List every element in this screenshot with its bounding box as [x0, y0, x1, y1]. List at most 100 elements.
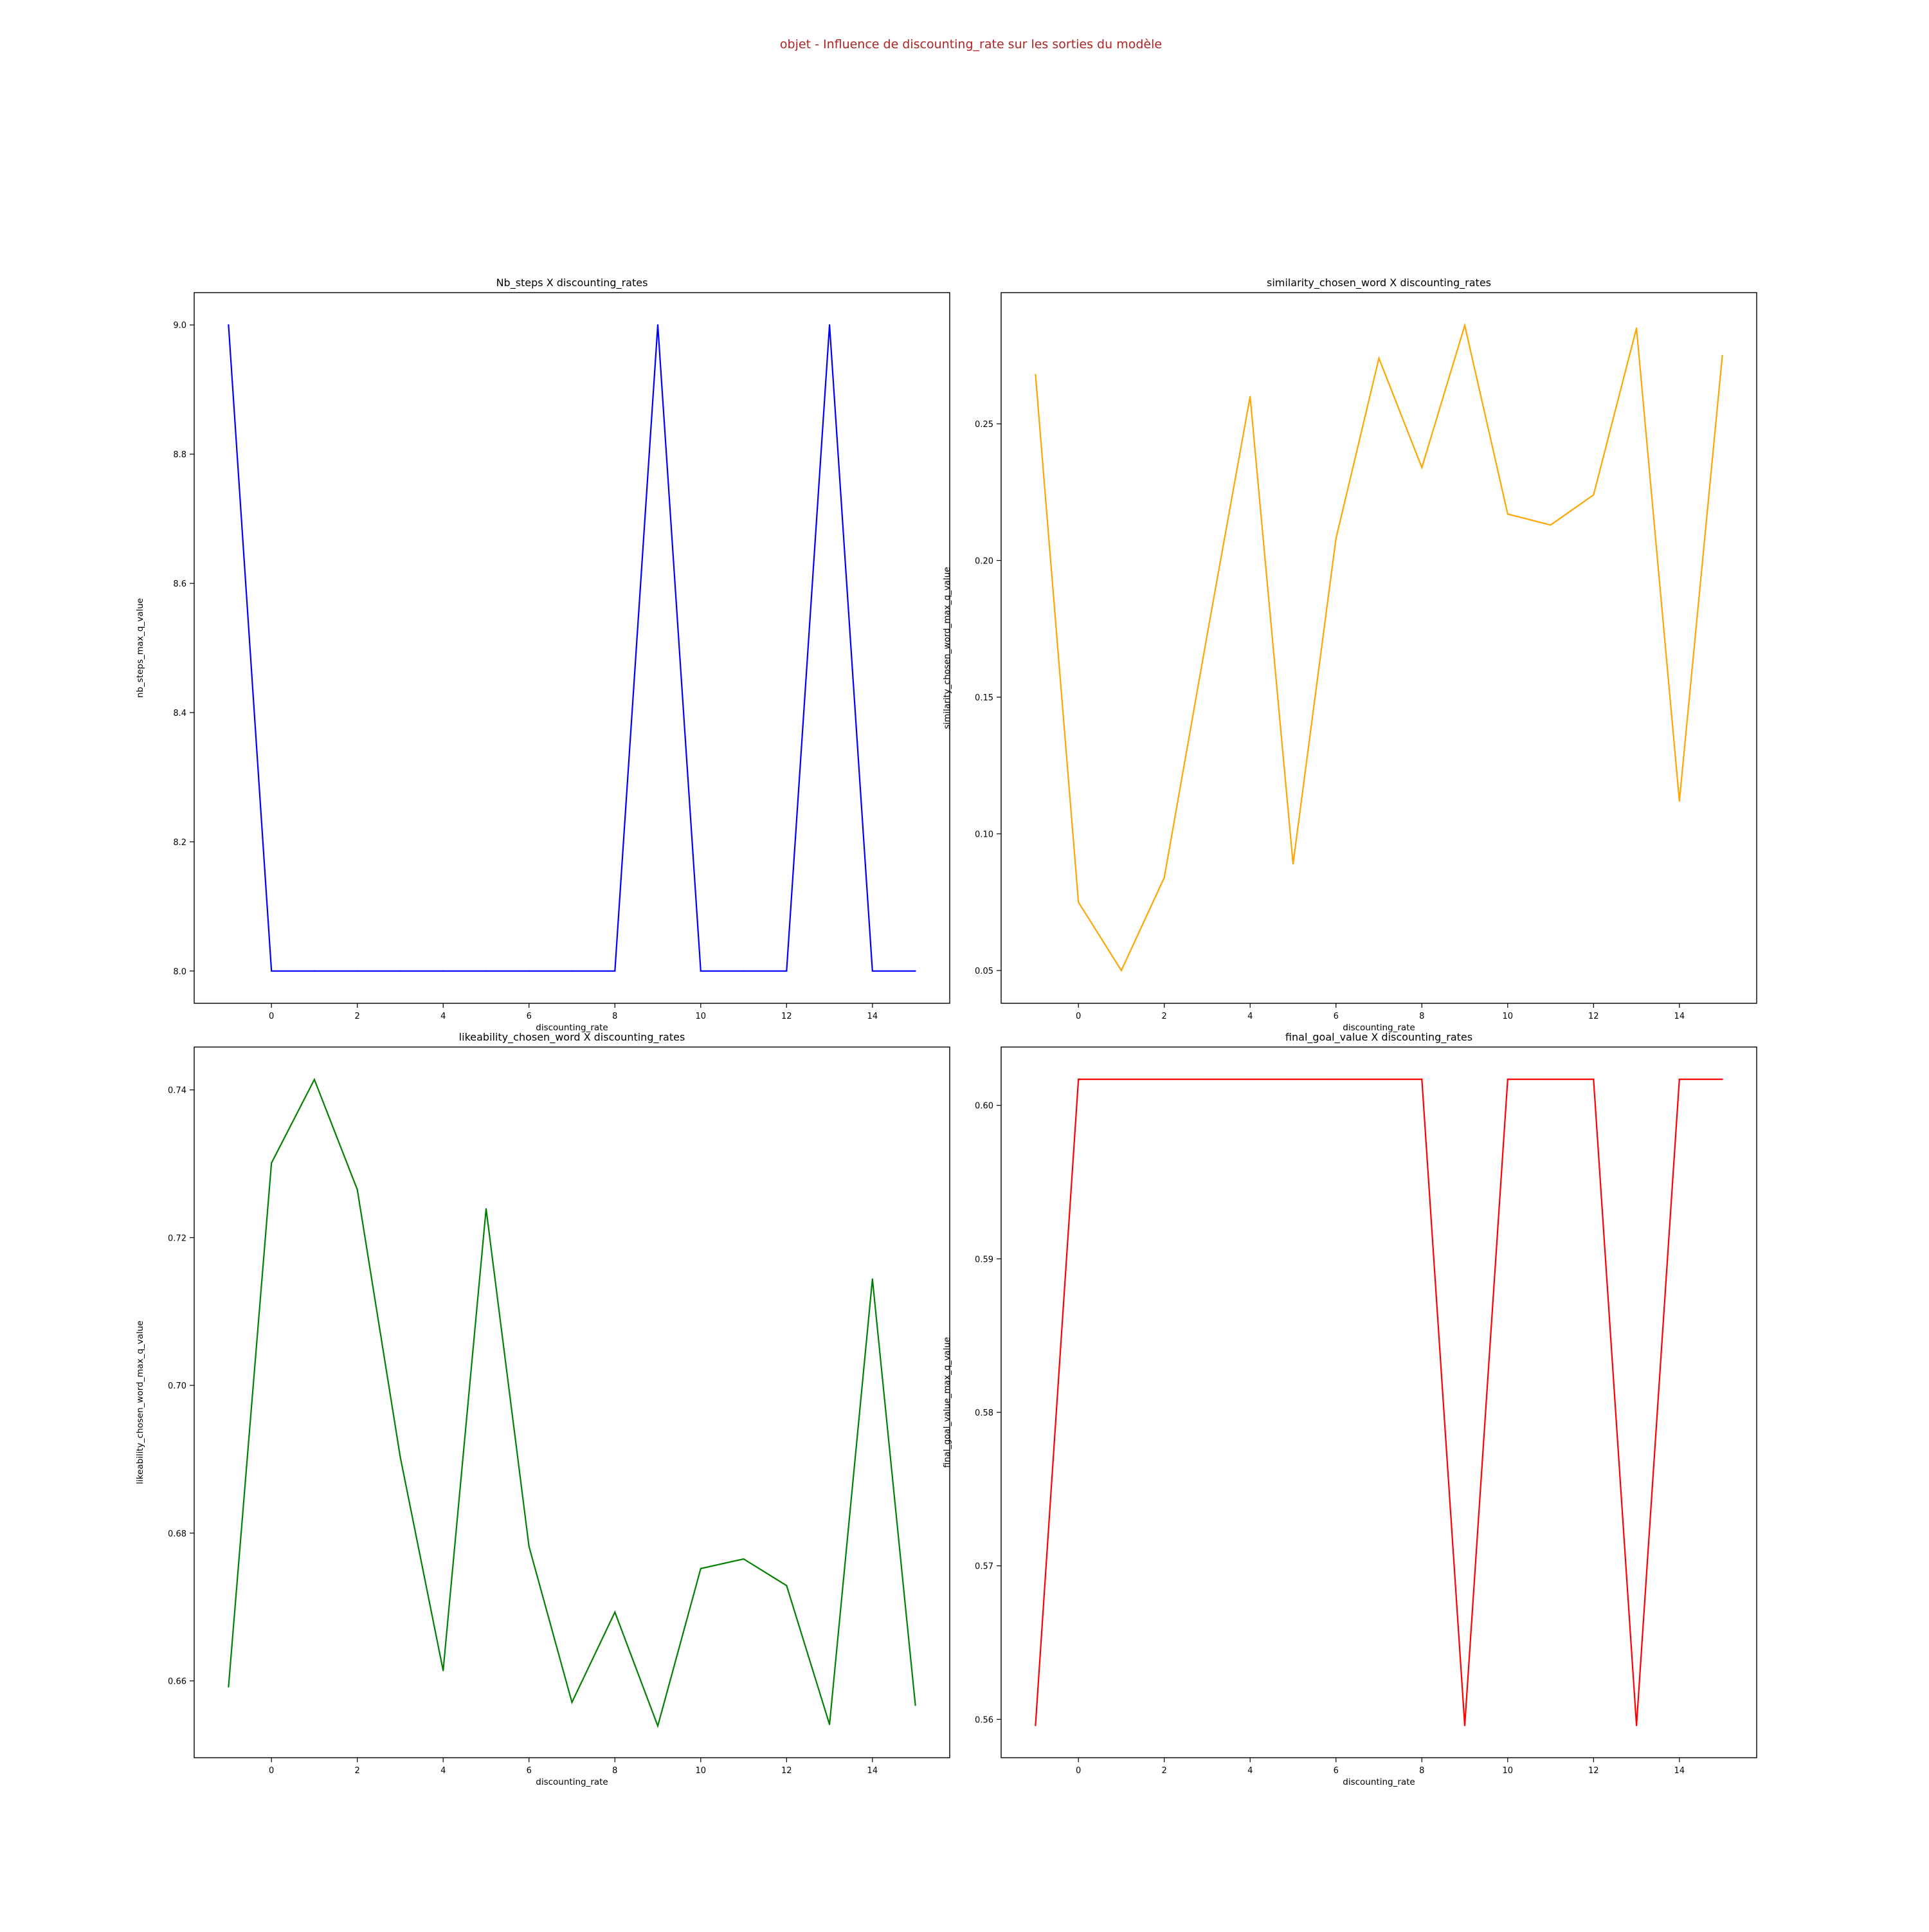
data-point — [1635, 1724, 1638, 1726]
subplot-2: similarity_chosen_word X discounting_rat… — [942, 277, 1757, 1033]
data-point — [356, 1189, 358, 1190]
data-point — [1035, 1724, 1037, 1726]
data-point — [1206, 633, 1208, 635]
series-line — [228, 325, 916, 972]
data-point — [657, 324, 659, 326]
x-tick-label: 6 — [527, 1012, 532, 1021]
data-point — [1550, 524, 1552, 526]
data-point — [1120, 969, 1123, 972]
x-axis-label: discounting_rate — [536, 1023, 608, 1033]
data-point — [914, 1704, 916, 1706]
x-tick-label: 2 — [355, 1766, 360, 1776]
x-tick-label: 0 — [269, 1766, 274, 1776]
y-axis-label: nb_steps_max_q_value — [135, 598, 145, 698]
data-point — [614, 1611, 616, 1613]
x-tick-label: 14 — [867, 1012, 878, 1021]
data-point — [1593, 494, 1595, 496]
x-tick-label: 8 — [612, 1766, 617, 1776]
data-point — [1120, 1079, 1123, 1080]
data-point — [571, 970, 573, 972]
x-tick-label: 10 — [1503, 1012, 1514, 1021]
data-point — [528, 1545, 530, 1547]
data-point — [614, 970, 616, 972]
x-tick-label: 12 — [781, 1012, 792, 1021]
data-point — [442, 1670, 444, 1672]
subplot-4: final_goal_value X discounting_ratesdisc… — [942, 1031, 1757, 1787]
y-tick-label: 0.10 — [975, 830, 993, 840]
x-tick-label: 0 — [1076, 1012, 1081, 1021]
data-point — [571, 1701, 573, 1703]
subplot-title: likeability_chosen_word X discounting_ra… — [459, 1031, 685, 1044]
data-point — [1593, 1079, 1595, 1080]
subplot-title: final_goal_value X discounting_rates — [1285, 1031, 1472, 1044]
data-point — [485, 1208, 487, 1210]
y-tick-label: 8.0 — [173, 967, 186, 977]
data-point — [828, 1724, 831, 1726]
data-point — [743, 970, 745, 972]
data-point — [1035, 374, 1037, 376]
data-point — [528, 970, 530, 972]
y-tick-label: 0.66 — [168, 1677, 186, 1687]
x-tick-label: 8 — [1419, 1766, 1424, 1776]
y-tick-label: 0.72 — [168, 1234, 186, 1243]
data-point — [1335, 1079, 1337, 1080]
x-axis-label: discounting_rate — [1343, 1777, 1415, 1787]
data-point — [1507, 1079, 1508, 1080]
y-tick-label: 0.58 — [975, 1408, 993, 1418]
data-point — [743, 1558, 745, 1560]
data-point — [228, 1686, 230, 1688]
data-point — [786, 1585, 788, 1587]
data-point — [1507, 513, 1508, 515]
y-axis-label: final_goal_value_max_q_value — [942, 1337, 952, 1468]
x-tick-label: 8 — [1419, 1012, 1424, 1021]
data-point — [485, 970, 487, 972]
y-tick-label: 8.8 — [173, 450, 186, 460]
series-line — [228, 1077, 916, 1729]
x-tick-label: 14 — [867, 1766, 878, 1776]
data-point — [1635, 327, 1638, 329]
subplot-1: Nb_steps X discounting_rates discounting_… — [135, 277, 950, 1033]
y-tick-label: 0.05 — [975, 967, 993, 976]
y-tick-label: 8.2 — [173, 838, 186, 848]
x-tick-label: 4 — [440, 1012, 446, 1021]
data-point — [1249, 396, 1251, 397]
data-point — [356, 970, 358, 972]
data-point — [1463, 1724, 1466, 1726]
x-tick-label: 10 — [696, 1012, 707, 1021]
data-point — [442, 970, 444, 972]
y-tick-label: 0.74 — [168, 1086, 186, 1096]
x-tick-label: 0 — [1076, 1766, 1081, 1776]
data-point — [1721, 354, 1723, 356]
data-point — [1550, 1079, 1552, 1080]
x-tick-label: 10 — [696, 1766, 707, 1776]
x-axis-label: discounting_rate — [536, 1777, 608, 1787]
y-tick-label: 0.59 — [975, 1255, 993, 1264]
data-point — [1292, 863, 1294, 865]
data-point — [786, 970, 788, 972]
data-point — [1421, 1079, 1423, 1080]
data-point — [871, 970, 873, 972]
axes-frame — [194, 1046, 950, 1758]
data-point — [228, 324, 230, 326]
x-tick-label: 2 — [1162, 1012, 1167, 1021]
y-tick-label: 0.15 — [975, 693, 993, 703]
data-point — [1292, 1079, 1294, 1080]
x-tick-label: 6 — [1334, 1766, 1339, 1776]
x-tick-label: 12 — [1588, 1766, 1599, 1776]
data-point — [1249, 1079, 1251, 1080]
data-point — [271, 1162, 273, 1164]
y-tick-label: 0.57 — [975, 1562, 993, 1572]
data-point — [657, 1725, 659, 1727]
y-tick-label: 8.6 — [173, 579, 186, 589]
data-point — [700, 1567, 702, 1570]
x-tick-label: 6 — [527, 1766, 532, 1776]
data-point — [313, 1079, 316, 1080]
x-tick-label: 4 — [1247, 1766, 1253, 1776]
data-point — [1421, 466, 1423, 469]
data-point — [1163, 1079, 1165, 1080]
y-tick-label: 0.70 — [168, 1381, 186, 1391]
data-point — [399, 970, 401, 972]
x-tick-label: 4 — [1247, 1012, 1253, 1021]
